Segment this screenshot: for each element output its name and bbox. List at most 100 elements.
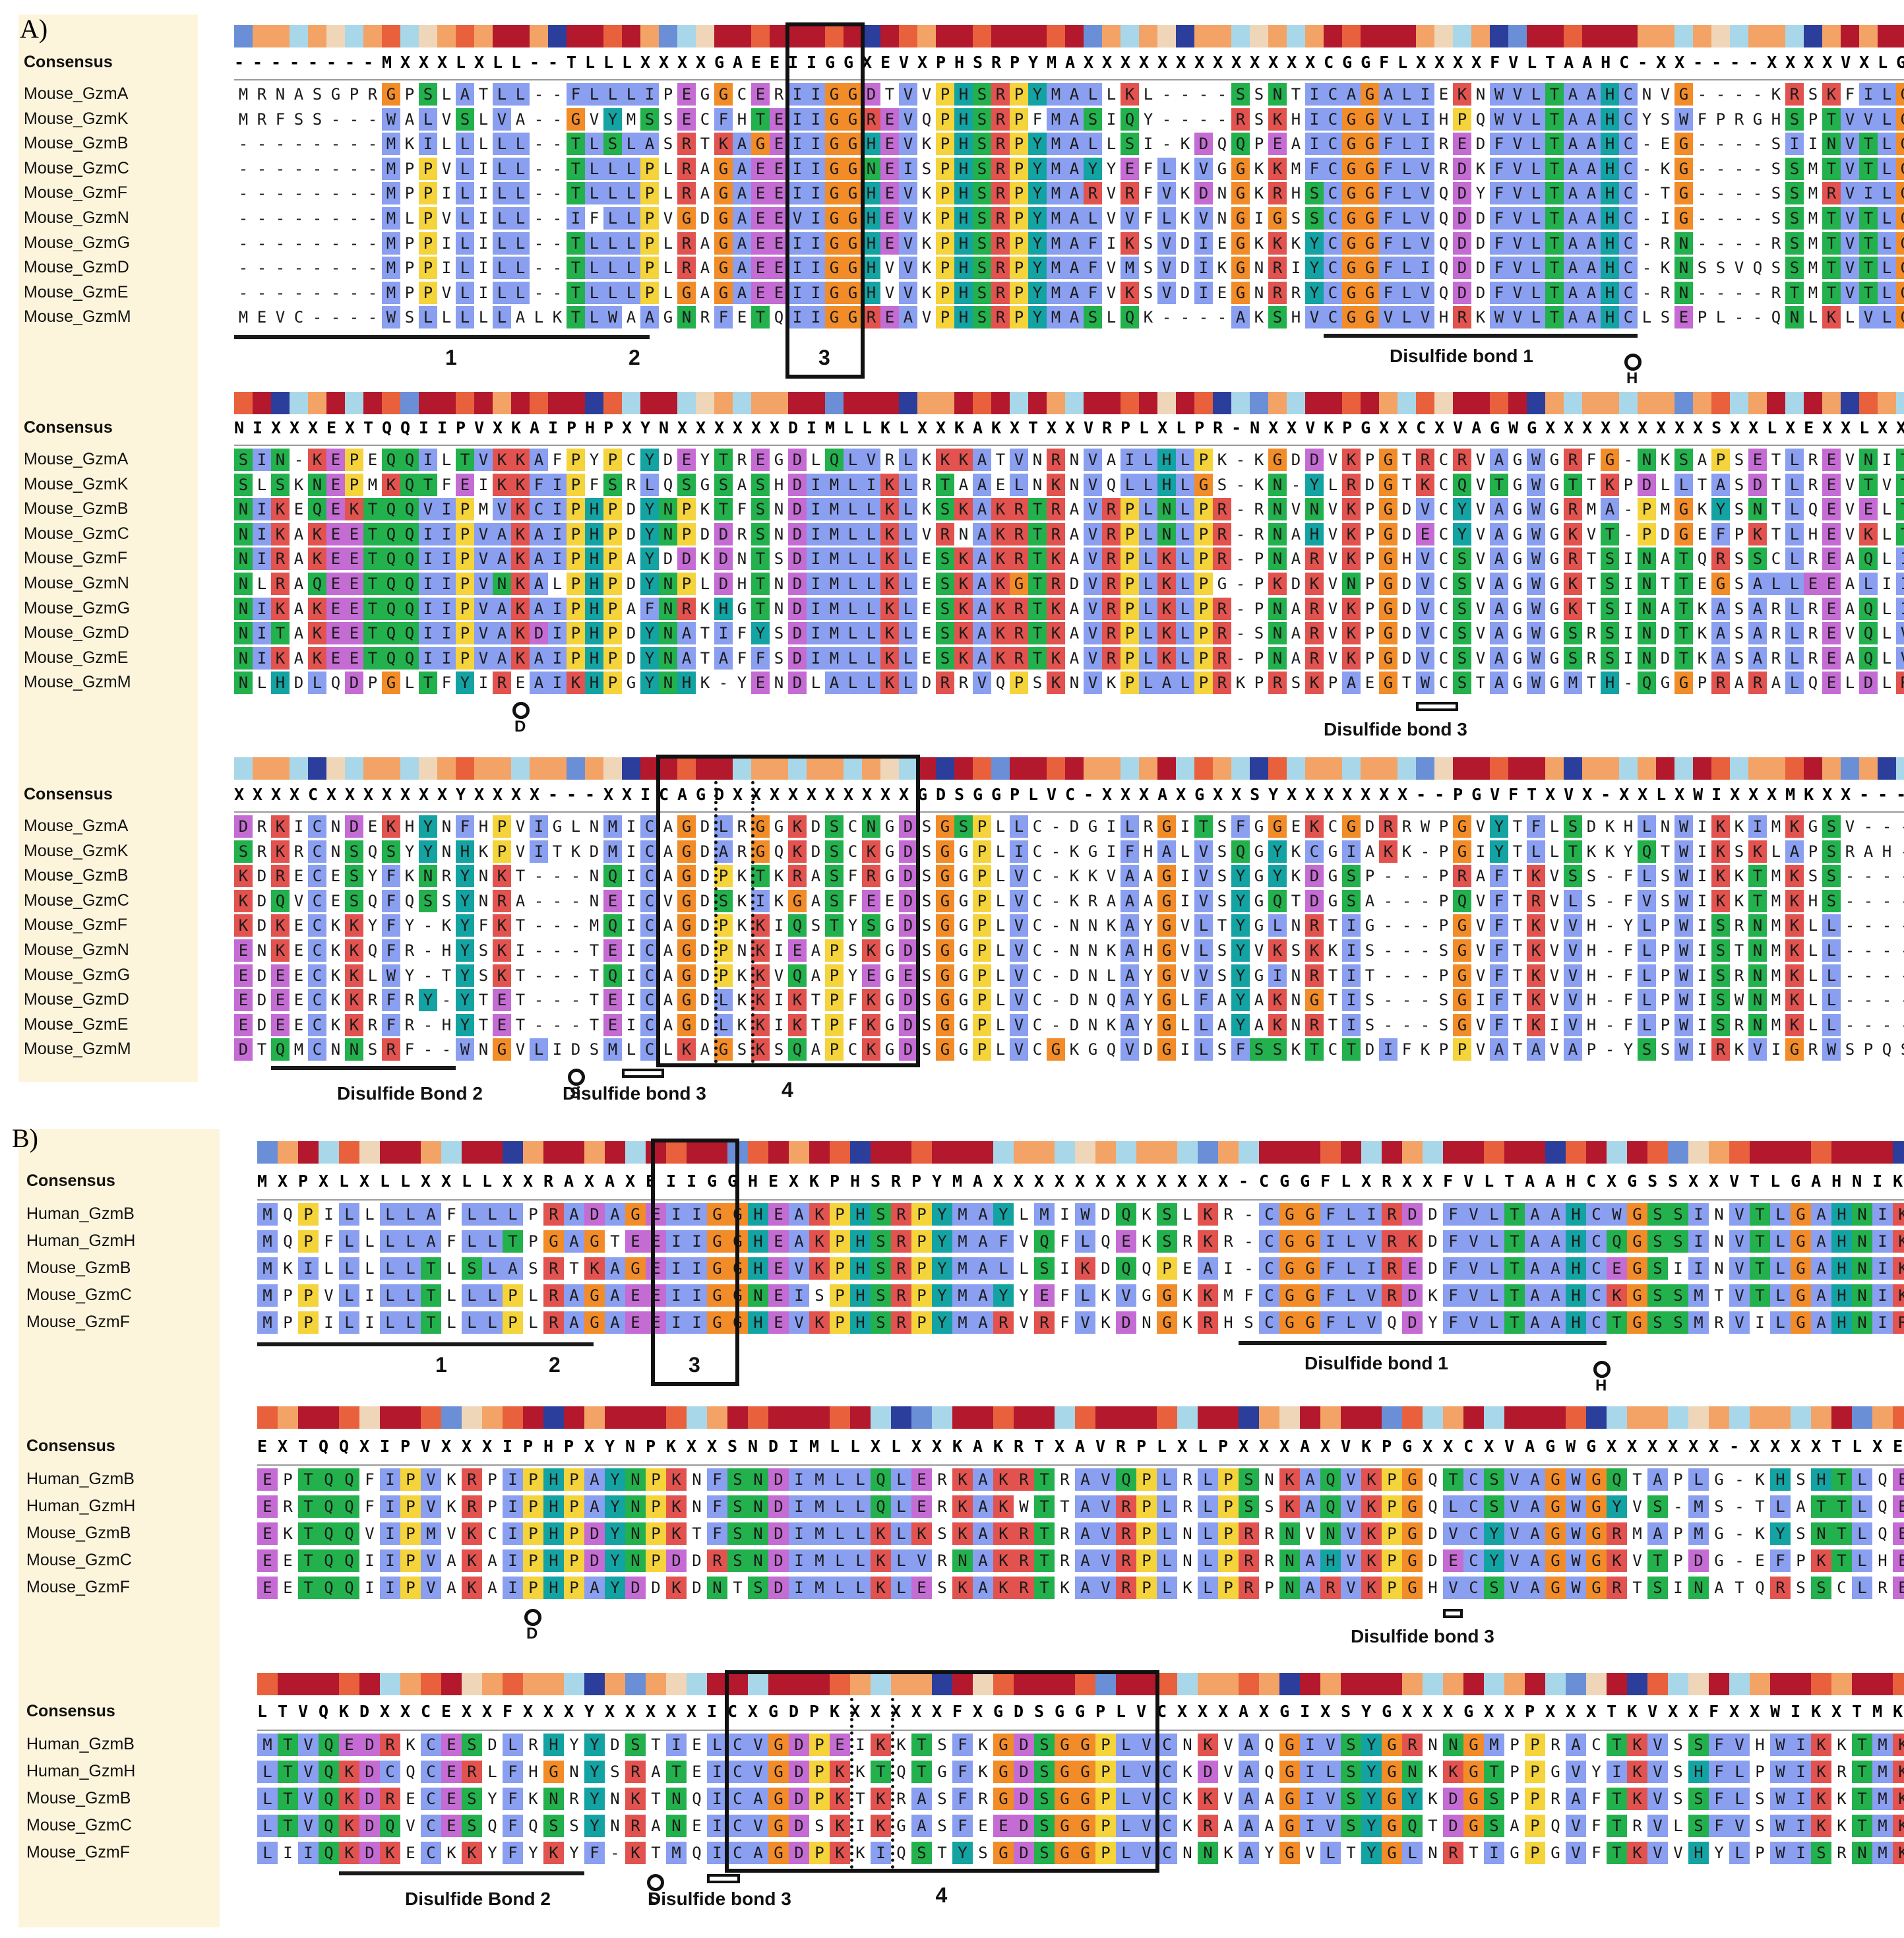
residue: Q (339, 1522, 359, 1545)
residue: Y (932, 1203, 952, 1226)
residue: V (1416, 498, 1434, 521)
residue: P (1250, 573, 1268, 595)
residue: L (1397, 133, 1416, 156)
residue: V (899, 232, 917, 255)
conservation-cell (1504, 1141, 1525, 1164)
residue: L (1320, 1842, 1341, 1864)
conservation-cell (1157, 1141, 1177, 1164)
residue: G (1268, 815, 1287, 838)
residue: G (1279, 1761, 1300, 1783)
residue: R (1139, 815, 1157, 838)
conservation-cell (1852, 1673, 1872, 1695)
residue: P (1638, 498, 1656, 521)
residue: N (770, 573, 788, 595)
residue: F (1693, 108, 1711, 131)
residue: Q (400, 473, 419, 496)
residue: P (298, 1311, 319, 1334)
residue: L (1397, 83, 1416, 106)
residue: C (1463, 1468, 1484, 1491)
residue: G (1453, 815, 1471, 838)
consensus-sequence: EXTQQXIPVXXXIPHPXYNPKXXSNDIMLLXLXXKAKRTX… (257, 1437, 1904, 1456)
residue: N (1065, 914, 1084, 937)
residue: D (1423, 1230, 1443, 1253)
residue: G (936, 865, 954, 888)
residue: L (253, 474, 271, 496)
residue: A (973, 1468, 993, 1491)
conservation-cell (1218, 1673, 1239, 1695)
conservation-cell (1250, 392, 1268, 414)
residue: L (1139, 547, 1157, 571)
residue: E (770, 157, 788, 180)
residue: S (1361, 939, 1379, 962)
residue: V (1084, 522, 1102, 546)
residue: G (1709, 1522, 1729, 1545)
residue: Y (1028, 207, 1047, 230)
residue: G (954, 890, 973, 912)
residue: N (1279, 1522, 1300, 1545)
residue: L (493, 157, 511, 180)
residue: A (1711, 473, 1730, 496)
catalytic-asp-marker (524, 1609, 541, 1626)
sequence-name: Mouse_GzmF (26, 1578, 130, 1597)
residue: - (1231, 523, 1250, 546)
residue: S (543, 1815, 564, 1837)
residue: L (462, 1203, 482, 1226)
residue: T (1305, 1038, 1324, 1061)
residue: - (1878, 1014, 1896, 1036)
residue: H (850, 1257, 871, 1280)
conservation-cell (585, 25, 603, 47)
residue: - (1730, 232, 1748, 255)
conservation-cell (1545, 25, 1564, 47)
residue: P (298, 1230, 319, 1253)
residue: - (530, 158, 548, 180)
conservation-cell (1102, 25, 1121, 47)
residue: Y (1361, 1761, 1382, 1783)
residue: K (1176, 182, 1194, 204)
residue: L (493, 83, 511, 106)
disulfide-bond-3-marker (622, 1069, 664, 1078)
residue: Y (456, 989, 474, 1012)
residue: Y (640, 449, 659, 471)
conservation-cell (511, 25, 530, 47)
conservation-cell (714, 25, 733, 47)
residue: V (1416, 232, 1434, 255)
residue: T (666, 1761, 687, 1783)
residue: L (1139, 622, 1157, 645)
residue: S (1647, 1257, 1668, 1280)
residue: V (862, 449, 880, 471)
disulfide-bond-2-label: Disulfide Bond 2 (337, 1083, 483, 1104)
residue: V (1102, 207, 1121, 230)
residue: R (862, 108, 880, 131)
residue: A (1250, 1014, 1268, 1036)
residue: M (1767, 865, 1785, 887)
residue: A (696, 282, 714, 304)
residue: S (1139, 257, 1157, 279)
residue: E (768, 1311, 789, 1334)
residue: G (1084, 840, 1102, 863)
residue: D (345, 672, 363, 695)
residue: S (1668, 1230, 1688, 1253)
residue: E (677, 108, 696, 131)
residue: A (530, 522, 548, 546)
residue: P (400, 1495, 421, 1518)
residue: A (584, 1468, 605, 1491)
residue: F (1709, 1788, 1729, 1810)
residue: H (1601, 182, 1619, 205)
sequence-name: Mouse_GzmN (24, 208, 129, 228)
residue: - (290, 182, 308, 204)
residue: S (1656, 1038, 1674, 1061)
residue: L (437, 83, 456, 106)
residue: L (462, 1230, 482, 1253)
residue: - (1213, 83, 1231, 106)
residue: Q (319, 1577, 339, 1599)
residue: M (382, 157, 400, 180)
residue: T (567, 257, 585, 280)
residue: - (1638, 182, 1656, 204)
residue: I (1878, 573, 1896, 595)
residue: I (437, 573, 456, 595)
residue: R (1239, 1549, 1259, 1572)
residue: G (936, 889, 954, 912)
residue: L (622, 207, 640, 230)
